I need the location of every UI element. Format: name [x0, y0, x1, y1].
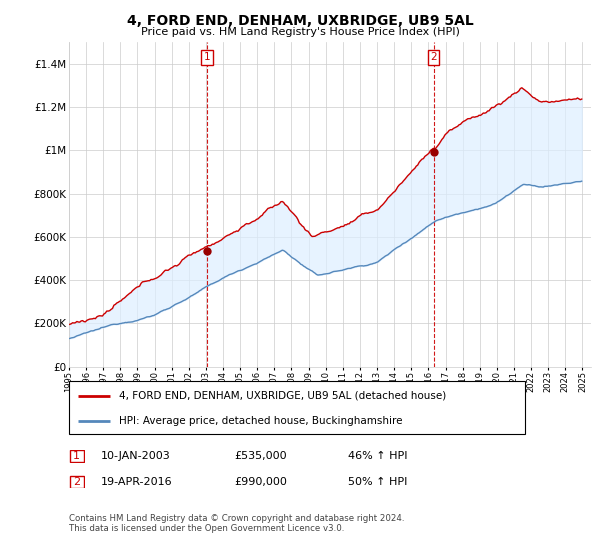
Text: 4, FORD END, DENHAM, UXBRIDGE, UB9 5AL (detached house): 4, FORD END, DENHAM, UXBRIDGE, UB9 5AL (… [119, 391, 446, 401]
Text: Contains HM Land Registry data © Crown copyright and database right 2024.
This d: Contains HM Land Registry data © Crown c… [69, 514, 404, 534]
Text: 1: 1 [203, 52, 210, 62]
Text: 19-APR-2016: 19-APR-2016 [101, 477, 172, 487]
Text: 1: 1 [73, 451, 80, 461]
Text: 2: 2 [73, 477, 80, 487]
Text: £535,000: £535,000 [234, 451, 287, 461]
Text: 10-JAN-2003: 10-JAN-2003 [101, 451, 170, 461]
Text: £990,000: £990,000 [234, 477, 287, 487]
Text: 4, FORD END, DENHAM, UXBRIDGE, UB9 5AL: 4, FORD END, DENHAM, UXBRIDGE, UB9 5AL [127, 14, 473, 28]
Text: HPI: Average price, detached house, Buckinghamshire: HPI: Average price, detached house, Buck… [119, 416, 403, 426]
Text: 50% ↑ HPI: 50% ↑ HPI [348, 477, 407, 487]
Text: 46% ↑ HPI: 46% ↑ HPI [348, 451, 407, 461]
Text: 2: 2 [430, 52, 437, 62]
Text: Price paid vs. HM Land Registry's House Price Index (HPI): Price paid vs. HM Land Registry's House … [140, 27, 460, 37]
